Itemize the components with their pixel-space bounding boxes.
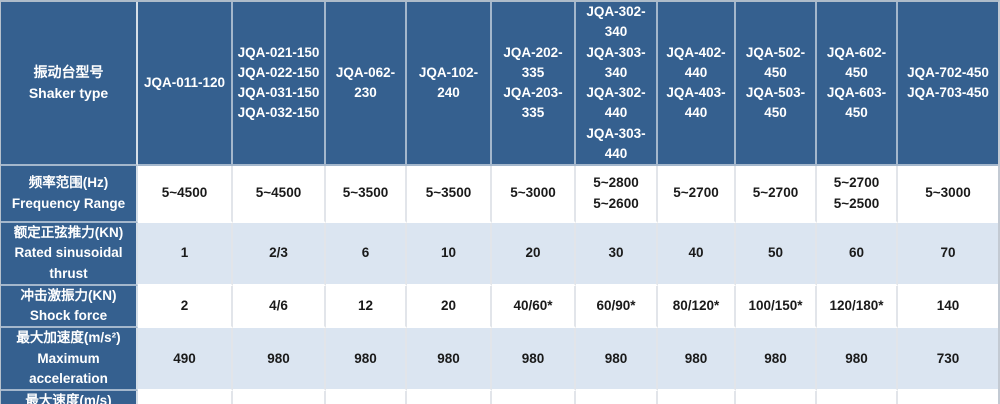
value-cell: 980 bbox=[326, 328, 407, 391]
table-row-maximum-acceleration: 最大加速度(m/s²) Maximum acceleration 490 980… bbox=[1, 328, 998, 391]
column-header: JQA-302-340 JQA-303-340 JQA-302-440 JQA-… bbox=[576, 2, 658, 166]
value-cell: 5~3000 bbox=[898, 166, 998, 223]
value-cell: 140 bbox=[898, 285, 998, 329]
corner-header-shaker-type: 振动台型号 Shaker type bbox=[1, 2, 138, 166]
value-cell: 5~4500 bbox=[233, 166, 326, 223]
value-cell: 5~2800 5~2600 bbox=[576, 166, 658, 223]
value-cell: 2 bbox=[492, 391, 576, 404]
value-cell: 980 bbox=[576, 328, 658, 391]
value-cell: 2 bbox=[898, 391, 998, 404]
value-cell: 20 bbox=[407, 285, 492, 329]
value-cell: 2 bbox=[576, 391, 658, 404]
value-cell: 980 bbox=[233, 328, 326, 391]
header-row: 振动台型号 Shaker type JQA-011-120 JQA-021-15… bbox=[1, 2, 998, 166]
value-cell: 120/180* bbox=[817, 285, 898, 329]
table-row-frequency-range: 频率范围(Hz) Frequency Range 5~4500 5~4500 5… bbox=[1, 166, 998, 223]
value-cell: 40 bbox=[658, 223, 736, 286]
table-row-maximum-speed: 最大速度(m/s) Maximum speed 2 2 2 2 2 2 2 2 … bbox=[1, 391, 998, 404]
value-cell: 40/60* bbox=[492, 285, 576, 329]
value-cell: 5~2700 bbox=[658, 166, 736, 223]
value-cell: 30 bbox=[576, 223, 658, 286]
column-header: JQA-011-120 bbox=[138, 2, 233, 166]
column-header: JQA-502-450 JQA-503-450 bbox=[736, 2, 817, 166]
row-header-maximum-acceleration: 最大加速度(m/s²) Maximum acceleration bbox=[1, 328, 138, 391]
value-cell: 980 bbox=[658, 328, 736, 391]
column-header: JQA-402-440 JQA-403-440 bbox=[658, 2, 736, 166]
value-cell: 2 bbox=[817, 391, 898, 404]
value-cell: 5~4500 bbox=[138, 166, 233, 223]
value-cell: 2 bbox=[138, 285, 233, 329]
value-cell: 2 bbox=[658, 391, 736, 404]
value-cell: 5~3000 bbox=[492, 166, 576, 223]
value-cell: 980 bbox=[736, 328, 817, 391]
value-cell: 2 bbox=[326, 391, 407, 404]
value-cell: 60/90* bbox=[576, 285, 658, 329]
value-cell: 80/120* bbox=[658, 285, 736, 329]
value-cell: 2 bbox=[736, 391, 817, 404]
value-cell: 50 bbox=[736, 223, 817, 286]
value-cell: 490 bbox=[138, 328, 233, 391]
column-header: JQA-102-240 bbox=[407, 2, 492, 166]
value-cell: 12 bbox=[326, 285, 407, 329]
column-header: JQA-202-335 JQA-203-335 bbox=[492, 2, 576, 166]
value-cell: 980 bbox=[492, 328, 576, 391]
value-cell: 730 bbox=[898, 328, 998, 391]
value-cell: 5~3500 bbox=[326, 166, 407, 223]
value-cell: 6 bbox=[326, 223, 407, 286]
value-cell: 980 bbox=[407, 328, 492, 391]
value-cell: 1 bbox=[138, 223, 233, 286]
row-header-frequency-range: 频率范围(Hz) Frequency Range bbox=[1, 166, 138, 223]
value-cell: 4/6 bbox=[233, 285, 326, 329]
value-cell: 5~2700 bbox=[736, 166, 817, 223]
value-cell: 980 bbox=[817, 328, 898, 391]
table-row-rated-sinusoidal-thrust: 额定正弦推力(KN) Rated sinusoidal thrust 1 2/3… bbox=[1, 223, 998, 286]
value-cell: 60 bbox=[817, 223, 898, 286]
column-header: JQA-062-230 bbox=[326, 2, 407, 166]
row-header-maximum-speed: 最大速度(m/s) Maximum speed bbox=[1, 391, 138, 404]
value-cell: 70 bbox=[898, 223, 998, 286]
row-header-rated-sinusoidal-thrust: 额定正弦推力(KN) Rated sinusoidal thrust bbox=[1, 223, 138, 286]
value-cell: 20 bbox=[492, 223, 576, 286]
column-header: JQA-702-450 JQA-703-450 bbox=[898, 2, 998, 166]
column-header: JQA-602-450 JQA-603-450 bbox=[817, 2, 898, 166]
value-cell: 100/150* bbox=[736, 285, 817, 329]
value-cell: 2 bbox=[407, 391, 492, 404]
value-cell: 10 bbox=[407, 223, 492, 286]
value-cell: 2 bbox=[233, 391, 326, 404]
value-cell: 2 bbox=[138, 391, 233, 404]
column-header: JQA-021-150 JQA-022-150 JQA-031-150 JQA-… bbox=[233, 2, 326, 166]
value-cell: 2/3 bbox=[233, 223, 326, 286]
table-row-shock-force: 冲击激振力(KN) Shock force 2 4/6 12 20 40/60*… bbox=[1, 285, 998, 329]
value-cell: 5~2700 5~2500 bbox=[817, 166, 898, 223]
value-cell: 5~3500 bbox=[407, 166, 492, 223]
row-header-shock-force: 冲击激振力(KN) Shock force bbox=[1, 285, 138, 329]
